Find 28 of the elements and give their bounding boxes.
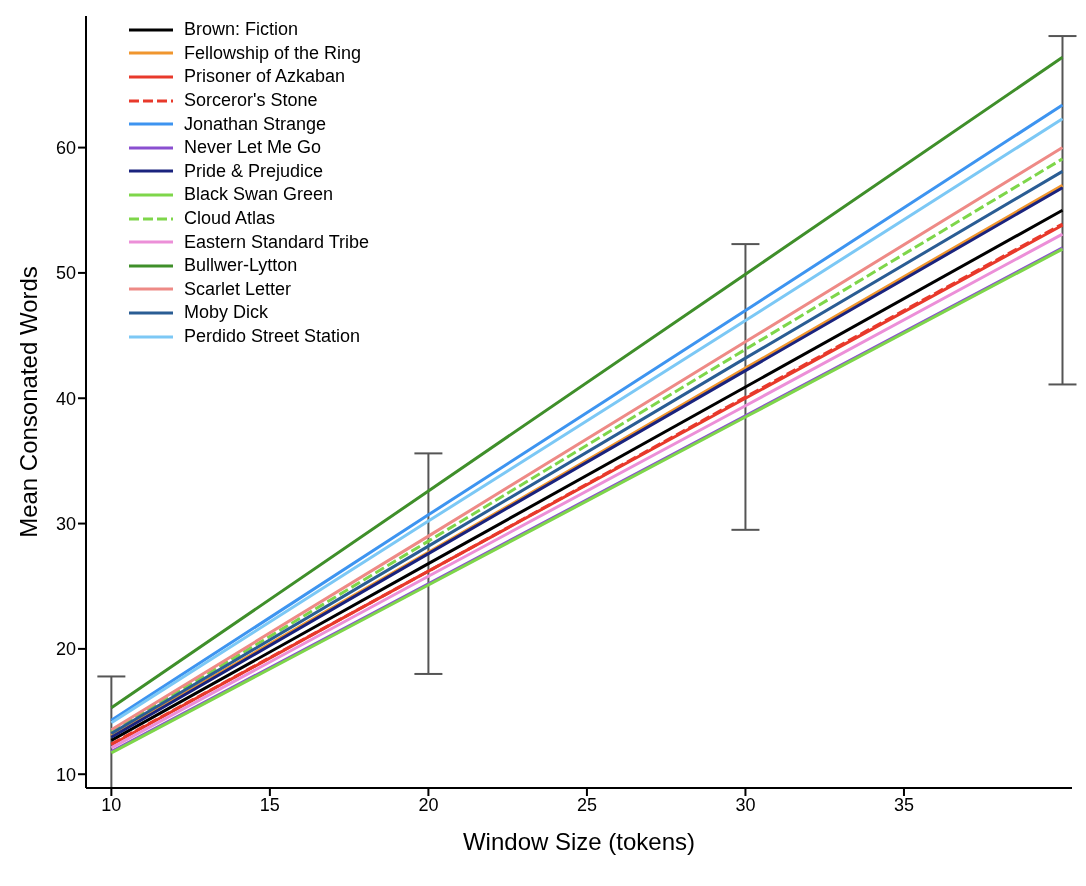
legend-label: Bullwer-Lytton (184, 255, 298, 277)
x-tick-label: 10 (101, 794, 122, 815)
legend-label: Moby Dick (184, 302, 269, 324)
x-tick-label: 35 (893, 794, 914, 815)
y-axis-title: Mean Consonated Words (14, 266, 42, 538)
legend-label: Prisoner of Azkaban (184, 66, 346, 88)
y-tick-label: 30 (55, 513, 76, 534)
y-tick-label: 60 (55, 137, 76, 158)
y-tick-label: 50 (55, 263, 76, 284)
x-tick-label: 30 (735, 794, 756, 815)
legend-label: Never Let Me Go (184, 137, 322, 159)
x-axis-title: Window Size (tokens) (462, 828, 696, 855)
legend-label: Cloud Atlas (184, 208, 276, 230)
legend-label: Scarlet Letter (184, 278, 292, 300)
legend-label: Sorceror's Stone (184, 90, 318, 112)
y-tick-label: 10 (55, 764, 76, 785)
x-tick-label: 20 (418, 794, 439, 815)
legend-label: Jonathan Strange (184, 113, 327, 135)
legend-label: Eastern Standard Tribe (184, 231, 370, 253)
legend-label: Black Swan Green (184, 184, 334, 206)
legend-label: Brown: Fiction (184, 19, 299, 41)
y-tick-label: 40 (55, 388, 76, 409)
legend-label: Fellowship of the Ring (184, 42, 362, 64)
x-tick-label: 15 (259, 794, 280, 815)
x-tick-label: 25 (576, 794, 597, 815)
legend-label: Perdido Street Station (184, 326, 361, 348)
legend-label: Pride & Prejudice (184, 160, 324, 182)
y-tick-label: 20 (55, 639, 76, 660)
